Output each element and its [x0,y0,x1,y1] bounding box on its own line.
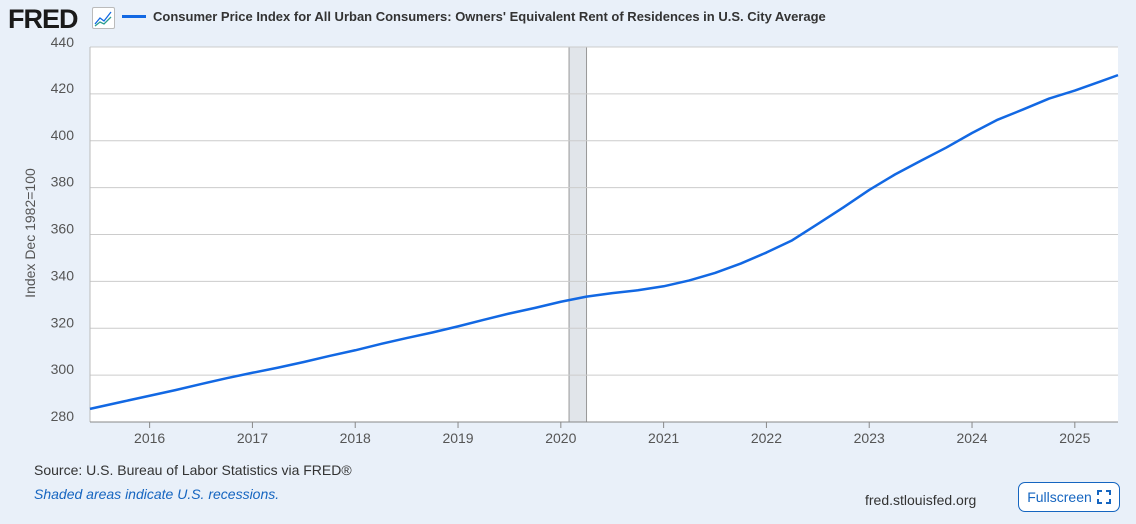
x-tick-label: 2022 [751,430,782,446]
y-tick-label: 300 [51,361,75,377]
y-tick-label: 360 [51,221,75,237]
x-tick-label: 2021 [648,430,679,446]
site-link[interactable]: fred.stlouisfed.org [865,492,977,508]
y-tick-label: 320 [51,314,75,330]
chart-icon [92,7,115,29]
fullscreen-button[interactable]: Fullscreen [1018,482,1120,512]
chart: 280 300 320 340 360 380 400 420 440 2016 2017 2018 2… [51,34,1119,446]
x-tick-label: 2016 [134,430,165,446]
legend: Consumer Price Index for All Urban Consu… [122,9,826,24]
y-tick-label: 400 [51,127,75,143]
source-text: Source: U.S. Bureau of Labor Statistics … [34,462,352,478]
x-tick-label: 2024 [956,430,987,446]
fullscreen-label: Fullscreen [1027,489,1092,505]
y-tick-label: 340 [51,267,75,283]
x-tick-label: 2025 [1059,430,1090,446]
series-title: Consumer Price Index for All Urban Consu… [153,9,826,24]
fred-logo[interactable]: FRED [8,4,78,34]
y-tick-label: 440 [51,34,75,50]
y-tick-label: 280 [51,408,75,424]
x-tick-label: 2020 [545,430,576,446]
y-tick-label: 420 [51,80,75,96]
recession-note: Shaded areas indicate U.S. recessions. [34,486,280,502]
y-tick-label: 380 [51,174,75,190]
x-tick-label: 2019 [442,430,473,446]
x-tick-label: 2017 [237,430,268,446]
x-tick-label: 2018 [340,430,371,446]
x-tick-label: 2023 [854,430,885,446]
legend-swatch [122,15,146,18]
fullscreen-icon [1096,490,1111,504]
series-line [89,73,1119,411]
